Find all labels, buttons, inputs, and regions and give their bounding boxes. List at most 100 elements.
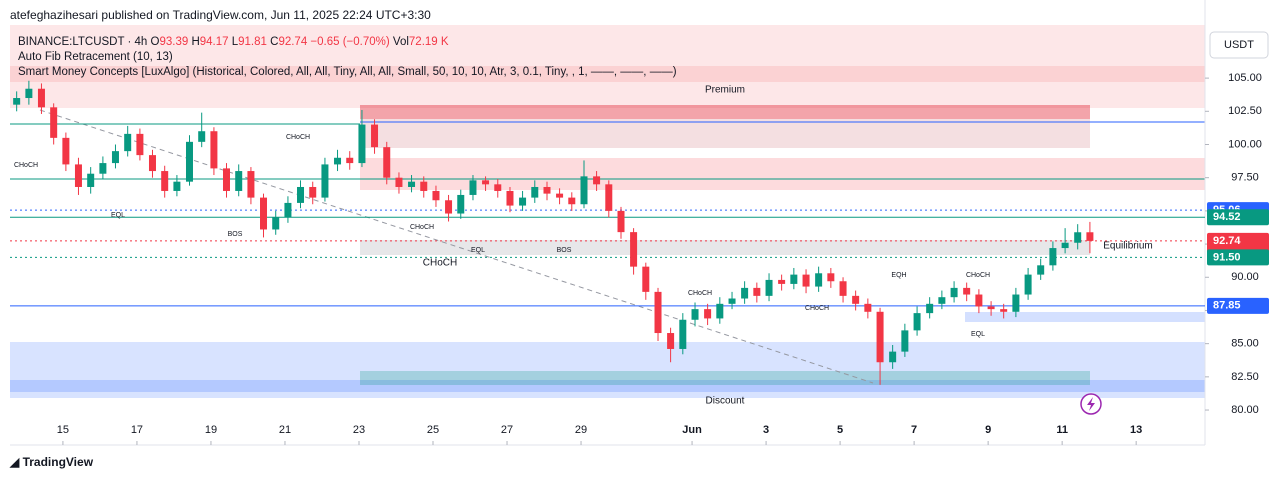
candle-body xyxy=(716,303,724,319)
annotation: EQH xyxy=(891,272,906,279)
candle-body xyxy=(667,333,675,349)
candle-body xyxy=(124,133,132,152)
ohlc: O93.39 H94.17 L91.81 C92.74 xyxy=(151,36,311,48)
candle-body xyxy=(99,163,107,174)
candle-body xyxy=(235,171,243,191)
annotation: CHoCH xyxy=(410,224,434,231)
x-tick-label: 15 xyxy=(57,424,69,436)
volume: 72.19 K xyxy=(408,36,449,48)
candle-body xyxy=(580,176,588,205)
candle-body xyxy=(37,88,45,108)
candle-body xyxy=(654,291,662,334)
candle-body xyxy=(457,194,465,214)
candle-body xyxy=(13,98,21,105)
y-tick-label: 102.50 xyxy=(1228,105,1262,117)
zone xyxy=(360,105,1090,148)
candle-body xyxy=(432,190,440,201)
annotation: Discount xyxy=(706,396,745,407)
candle-body xyxy=(691,309,699,320)
ohlc-value: 91.81 xyxy=(238,36,267,48)
candle-body xyxy=(963,287,971,295)
symbol: BINANCE:LTCUSDT · 4h xyxy=(18,36,148,48)
candle-body xyxy=(753,287,761,296)
zone xyxy=(360,371,1090,385)
candle-body xyxy=(136,133,144,156)
candle-body xyxy=(445,200,453,214)
currency: USDT xyxy=(1224,39,1254,51)
annotation: BOS xyxy=(557,247,572,254)
candle-body xyxy=(395,177,403,187)
x-tick-label: 5 xyxy=(837,424,843,436)
candle-body xyxy=(765,279,773,296)
candle-body xyxy=(987,306,995,310)
x-tick-label: 13 xyxy=(1130,424,1142,436)
candle-body xyxy=(864,303,872,312)
y-tick-label: 100.00 xyxy=(1228,138,1262,150)
candle-body xyxy=(839,281,847,296)
candle-body xyxy=(778,279,786,284)
y-tick-label: 97.50 xyxy=(1231,172,1259,184)
candle-body xyxy=(506,190,514,206)
candle-body xyxy=(568,197,576,205)
candle-body xyxy=(420,181,428,191)
ohlc-value: 93.39 xyxy=(159,36,189,48)
candle-body xyxy=(593,176,601,185)
candle-body xyxy=(704,309,712,319)
zone xyxy=(360,158,1205,190)
annotation: CHoCH xyxy=(286,134,310,141)
candle-body xyxy=(198,131,206,142)
candle-body xyxy=(494,184,502,191)
annotation: CHoCH xyxy=(423,258,457,269)
y-tick-label: 105.00 xyxy=(1228,72,1262,84)
candle-body xyxy=(605,184,613,211)
candle-body xyxy=(161,171,169,191)
x-tick-label: 23 xyxy=(353,424,365,436)
candle-body xyxy=(679,319,687,349)
annotation: Equilibrium xyxy=(1103,241,1152,252)
candle-body xyxy=(938,297,946,304)
candle-body xyxy=(309,186,317,198)
ohlc-key: H xyxy=(191,36,200,48)
annotation: BOS xyxy=(228,231,243,238)
y-tick-label: 85.00 xyxy=(1231,338,1259,350)
annotation: EQL xyxy=(471,247,485,254)
legend: BINANCE:LTCUSDT · 4h O93.39 H94.17 L91.8… xyxy=(18,35,677,80)
price-tag-label: 87.85 xyxy=(1213,300,1241,312)
candle-body xyxy=(1049,248,1057,266)
candle-body xyxy=(87,173,95,187)
ohlc-key: C xyxy=(270,36,279,48)
candle-body xyxy=(272,217,280,230)
candle-body xyxy=(25,88,33,99)
x-tick-label: 21 xyxy=(279,424,291,436)
price-tag xyxy=(1207,249,1269,266)
symbol-row: BINANCE:LTCUSDT · 4h O93.39 H94.17 L91.8… xyxy=(18,35,677,50)
trend-line xyxy=(39,109,874,384)
candle-body xyxy=(913,313,921,331)
candle-body xyxy=(321,164,329,198)
candle-body xyxy=(519,197,527,206)
x-tick-label: 25 xyxy=(427,424,439,436)
annotation: EQL xyxy=(971,331,985,338)
candle-body xyxy=(210,131,218,169)
brand-name: TradingView xyxy=(22,455,94,469)
candle-body xyxy=(901,330,909,352)
candle-body xyxy=(222,168,230,191)
annotation: CHoCH xyxy=(966,272,990,279)
candle-body xyxy=(1000,309,1008,312)
annotation: EQL xyxy=(111,212,125,219)
currency-box xyxy=(1209,31,1269,59)
annotation: Premium xyxy=(705,85,745,96)
candle-body xyxy=(185,141,193,182)
annotation: CHoCH xyxy=(688,290,712,297)
candle-body xyxy=(50,107,58,138)
volume-key: Vol xyxy=(392,36,409,48)
publish-info: atefeghazihesari published on TradingVie… xyxy=(10,8,431,22)
candle-body xyxy=(1061,242,1069,249)
x-tick-label: 7 xyxy=(911,424,917,436)
x-tick-label: 27 xyxy=(501,424,513,436)
replay-icon-bolt xyxy=(1087,397,1095,411)
zone xyxy=(965,312,1205,322)
candle-body xyxy=(1086,232,1094,241)
candle-body xyxy=(531,186,539,198)
